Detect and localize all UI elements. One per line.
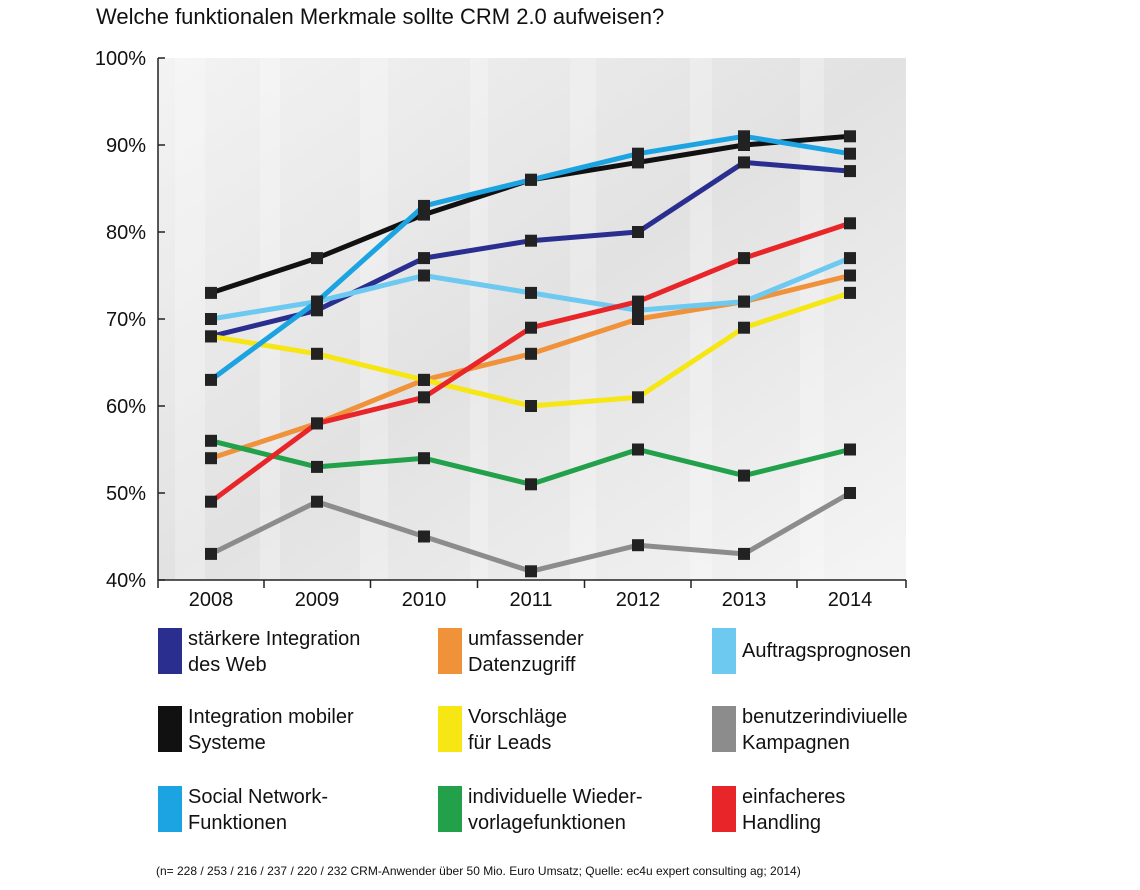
legend-label: einfacheres Handling <box>742 784 845 836</box>
data-point <box>205 435 217 447</box>
legend-label: Integration mobiler Systeme <box>188 704 354 756</box>
data-point <box>205 374 217 386</box>
legend-label: Social Network- Funktionen <box>188 784 328 836</box>
data-point <box>844 487 856 499</box>
data-point <box>844 287 856 299</box>
legend-label: umfassender Datenzugriff <box>468 626 584 678</box>
footnote: (n= 228 / 253 / 216 / 237 / 220 / 232 CR… <box>156 864 801 878</box>
data-point <box>525 174 537 186</box>
data-point <box>738 322 750 334</box>
legend-label: individuelle Wieder- vorlagefunktionen <box>468 784 643 836</box>
x-tick-label: 2014 <box>828 589 873 611</box>
data-point <box>632 539 644 551</box>
data-point <box>844 165 856 177</box>
data-point <box>418 531 430 543</box>
legend-swatch <box>712 786 736 832</box>
data-point <box>738 548 750 560</box>
legend-swatch <box>438 706 462 752</box>
data-point <box>632 148 644 160</box>
data-point <box>418 374 430 386</box>
x-tick-label: 2013 <box>722 589 767 611</box>
data-point <box>205 548 217 560</box>
data-point <box>738 296 750 308</box>
data-point <box>525 565 537 577</box>
legend-label: stärkere Integration des Web <box>188 626 360 678</box>
y-tick-label: 40% <box>106 570 146 592</box>
y-tick-label: 60% <box>106 396 146 418</box>
data-point <box>311 348 323 360</box>
x-tick-label: 2011 <box>509 589 552 611</box>
legend-item: stärkere Integration des Web <box>158 626 360 678</box>
data-point <box>844 252 856 264</box>
data-point <box>311 496 323 508</box>
data-point <box>844 130 856 142</box>
legend-swatch <box>712 706 736 752</box>
x-tick-label: 2012 <box>616 589 661 611</box>
data-point <box>738 470 750 482</box>
data-point <box>525 287 537 299</box>
legend-item: Integration mobiler Systeme <box>158 704 354 756</box>
y-tick-label: 80% <box>106 222 146 244</box>
legend-swatch <box>438 628 462 674</box>
data-point <box>205 313 217 325</box>
legend-swatch <box>158 706 182 752</box>
data-point <box>311 461 323 473</box>
legend-item: einfacheres Handling <box>712 784 845 836</box>
legend-item: Auftragsprognosen <box>712 626 911 674</box>
data-point <box>311 296 323 308</box>
data-point <box>418 200 430 212</box>
legend-item: Social Network- Funktionen <box>158 784 328 836</box>
data-point <box>632 444 644 456</box>
x-tick-label: 2010 <box>402 589 447 611</box>
y-tick-label: 100% <box>95 48 146 70</box>
data-point <box>632 296 644 308</box>
legend-item: Vorschläge für Leads <box>438 704 567 756</box>
legend-item: umfassender Datenzugriff <box>438 626 584 678</box>
x-tick-label: 2009 <box>295 589 340 611</box>
data-point <box>844 217 856 229</box>
y-tick-label: 50% <box>106 483 146 505</box>
data-point <box>844 148 856 160</box>
data-point <box>738 130 750 142</box>
data-point <box>418 252 430 264</box>
legend-label: benutzerindiviuelle Kampagnen <box>742 704 908 756</box>
data-point <box>525 348 537 360</box>
data-point <box>525 400 537 412</box>
data-point <box>844 270 856 282</box>
data-point <box>844 444 856 456</box>
y-tick-label: 90% <box>106 135 146 157</box>
legend-item: individuelle Wieder- vorlagefunktionen <box>438 784 643 836</box>
legend-item: benutzerindiviuelle Kampagnen <box>712 704 908 756</box>
y-tick-label: 70% <box>106 309 146 331</box>
data-point <box>418 452 430 464</box>
data-point <box>632 226 644 238</box>
legend-swatch <box>158 786 182 832</box>
data-point <box>311 252 323 264</box>
data-point <box>525 235 537 247</box>
data-point <box>205 330 217 342</box>
legend-label: Vorschläge für Leads <box>468 704 567 756</box>
legend-swatch <box>158 628 182 674</box>
legend-swatch <box>438 786 462 832</box>
data-point <box>418 270 430 282</box>
legend-swatch <box>712 628 736 674</box>
data-point <box>525 478 537 490</box>
data-point <box>205 496 217 508</box>
data-point <box>525 322 537 334</box>
data-point <box>418 391 430 403</box>
x-tick-label: 2008 <box>189 589 234 611</box>
data-point <box>738 156 750 168</box>
data-point <box>632 391 644 403</box>
legend-label: Auftragsprognosen <box>742 638 911 664</box>
data-point <box>205 287 217 299</box>
data-point <box>738 252 750 264</box>
data-point <box>205 452 217 464</box>
data-point <box>311 417 323 429</box>
